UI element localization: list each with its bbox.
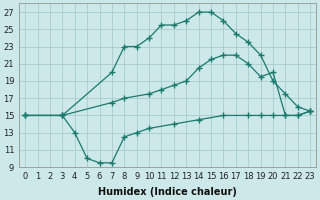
X-axis label: Humidex (Indice chaleur): Humidex (Indice chaleur) [98,187,237,197]
